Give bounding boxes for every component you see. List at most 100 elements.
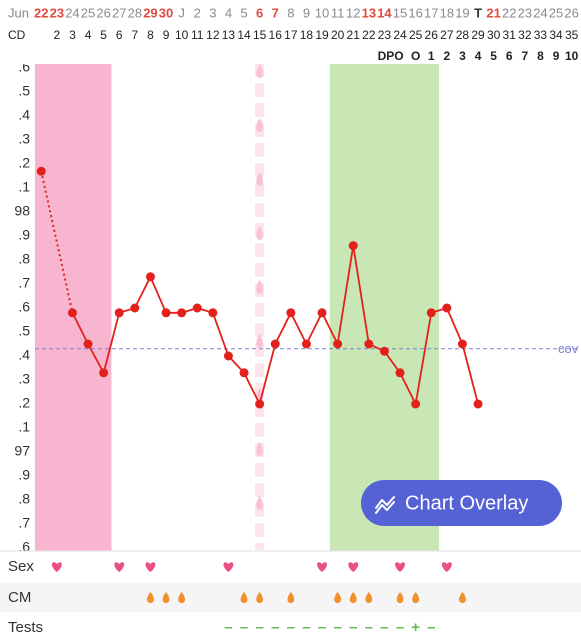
temperature-point [348, 241, 358, 251]
test-result: – [224, 619, 232, 636]
y-tick-label: .9 [18, 467, 30, 483]
temperature-point [67, 308, 77, 318]
sex-row-label: Sex [8, 558, 34, 575]
drop-icon [256, 64, 264, 78]
temperature-point [286, 308, 296, 318]
y-tick-label: .5 [18, 323, 30, 339]
test-result: – [365, 619, 373, 636]
temperature-point [442, 303, 452, 313]
y-tick-label: 98 [14, 203, 30, 219]
cm-drop [365, 592, 373, 603]
cd-label: 32 [518, 28, 532, 42]
date-label: 26 [564, 5, 578, 20]
cm-drop [147, 592, 154, 603]
test-result: – [349, 619, 357, 636]
date-label: 2 [194, 5, 201, 20]
date-label: T [474, 5, 482, 20]
cm-drop [162, 592, 170, 603]
sex-heart [145, 562, 156, 572]
test-result: – [255, 619, 263, 636]
temperature-point [395, 368, 405, 378]
month-label: Jun [8, 5, 29, 20]
date-label: 19 [455, 5, 469, 20]
test-result: – [302, 619, 310, 636]
temperature-point [317, 308, 327, 318]
drop-icon [256, 334, 264, 348]
date-label: 26 [96, 5, 110, 20]
date-label: 10 [315, 5, 329, 20]
date-label: 25 [549, 5, 563, 20]
cd-label: 34 [549, 28, 563, 42]
button-label[interactable]: Chart Overlay [405, 492, 528, 514]
date-label: 30 [159, 5, 173, 20]
y-tick-label: .1 [18, 419, 30, 435]
temperature-point [177, 308, 187, 318]
dpo-label: 2 [443, 49, 450, 63]
temperature-point [333, 339, 343, 349]
cd-label: 18 [300, 28, 314, 42]
dpo-label: O [411, 49, 420, 63]
cd-label: 12 [206, 28, 220, 42]
temperature-point [301, 339, 311, 349]
drop-icon [256, 496, 264, 510]
cm-drop [459, 592, 466, 603]
date-label: 5 [240, 5, 247, 20]
cd-label: 9 [163, 28, 170, 42]
cd-label: 11 [191, 28, 204, 42]
y-tick-label: .6 [18, 299, 30, 315]
cm-drop [256, 592, 264, 603]
sex-heart [223, 562, 234, 572]
test-result: – [240, 619, 248, 636]
cd-label: 3 [69, 28, 76, 42]
cm-drop [240, 592, 248, 603]
y-tick-label: .8 [18, 491, 30, 507]
coverline-label: cov [558, 341, 579, 356]
cd-label: 33 [534, 28, 548, 42]
temperature-point [130, 303, 140, 313]
date-label: 9 [303, 5, 310, 20]
test-result: – [427, 619, 435, 636]
date-label: 16 [408, 5, 422, 20]
date-label: 22 [34, 5, 48, 20]
y-tick-label: .2 [18, 395, 30, 411]
temperature-point [364, 339, 374, 349]
date-label: 12 [346, 5, 360, 20]
dpo-label: 9 [553, 49, 560, 63]
button-background[interactable] [361, 480, 562, 526]
temperature-point [99, 368, 109, 378]
date-label: 18 [440, 5, 454, 20]
daily-rows: – – – – – – – – – – – – + – [51, 562, 466, 636]
button-icon[interactable] [375, 496, 395, 514]
date-label: 22 [502, 5, 516, 20]
date-label: 28 [128, 5, 142, 20]
test-result: – [380, 619, 388, 636]
temperature-point [473, 399, 483, 409]
y-tick-label: .1 [18, 179, 30, 195]
cd-label: 14 [237, 28, 251, 42]
date-label: 21 [486, 5, 500, 20]
date-label: 23 [518, 5, 532, 20]
cd-label: 24 [393, 28, 407, 42]
temperature-point [270, 339, 280, 349]
date-label: 27 [112, 5, 126, 20]
cd-label: 4 [85, 28, 92, 42]
dpo-label: 7 [521, 49, 528, 63]
date-label: 3 [209, 5, 216, 20]
header-background [0, 0, 581, 64]
test-result: – [287, 619, 295, 636]
y-tick-label: .7 [18, 275, 30, 291]
temperature-point [255, 399, 265, 409]
cd-label: 27 [440, 28, 454, 42]
temperature-point [426, 308, 436, 318]
drop-icon [256, 442, 264, 456]
date-label: 24 [533, 5, 547, 20]
gap-connector [40, 170, 74, 314]
temperature-point [379, 346, 389, 356]
dpo-label: 10 [565, 49, 579, 63]
cm-drop [349, 592, 357, 603]
temperature-point [114, 308, 124, 318]
date-label: 23 [50, 5, 64, 20]
sex-heart [51, 562, 62, 572]
chart-overlay-button[interactable]: Chart Overlay [361, 480, 562, 526]
dpo-label: 6 [506, 49, 513, 63]
